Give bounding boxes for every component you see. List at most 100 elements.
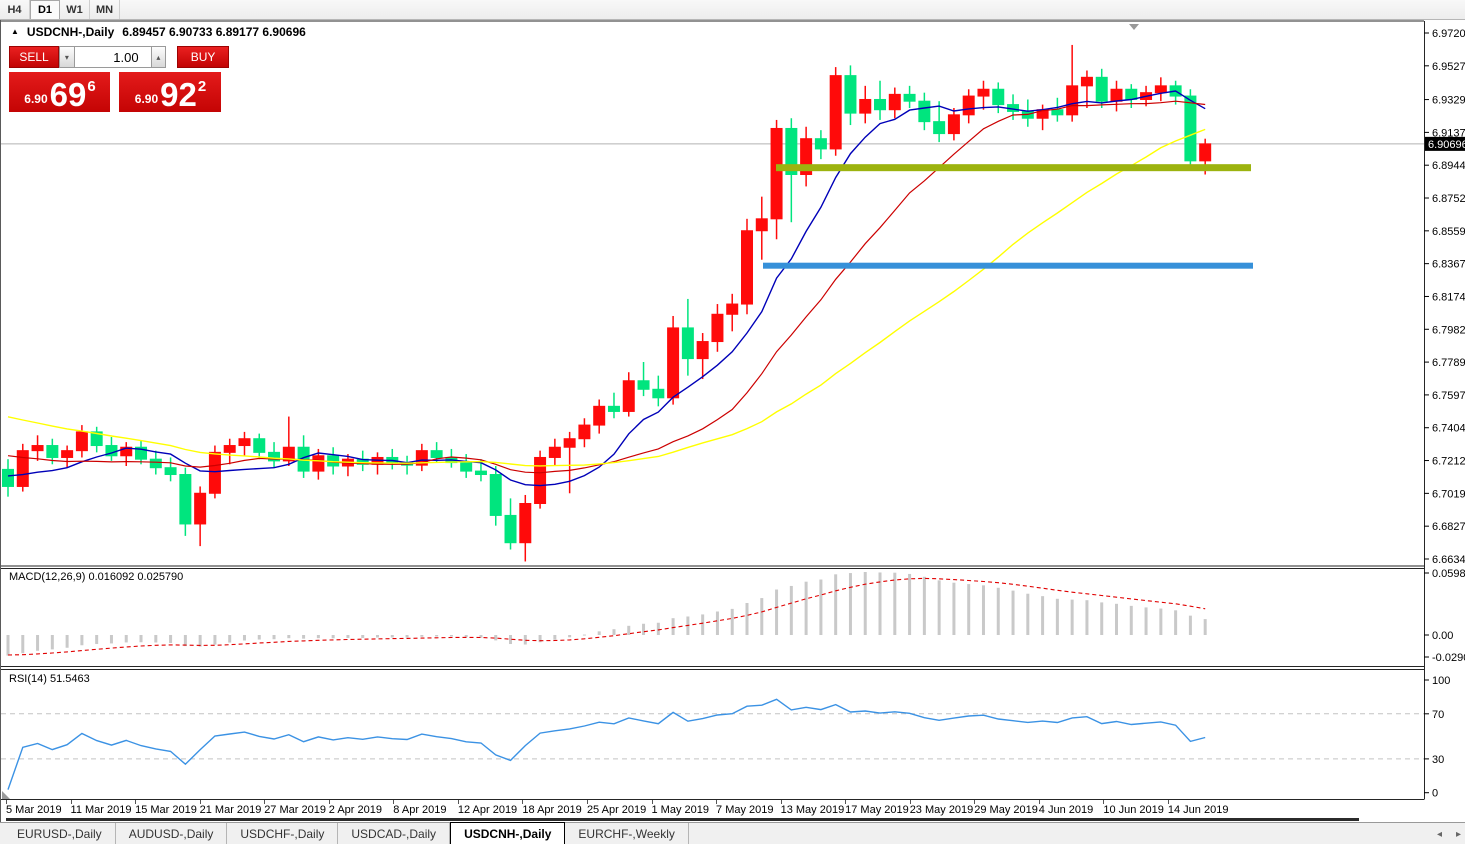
timeframe-d1[interactable]: D1 [30,0,60,19]
macd-histogram-bar [553,635,557,640]
macd-histogram-bar [730,608,734,635]
candle-body [474,470,487,476]
candle-body [962,95,975,116]
macd-histogram-bar [361,635,365,638]
candle-body [844,75,857,114]
candle-body [726,303,739,315]
candle-body [696,341,709,360]
macd-histogram-bar [154,635,158,643]
macd-histogram-bar [863,572,867,635]
timeframe-mn[interactable]: MN [90,0,120,19]
macd-histogram-bar [656,622,660,635]
macd-histogram-bar [331,635,335,639]
buy-price-display[interactable]: 6.90 92 2 [119,72,221,112]
macd-histogram-bar [627,625,631,635]
candle-body [563,438,576,448]
sell-button[interactable]: SELL [9,46,60,68]
volume-increase-button[interactable]: ▴ [150,46,167,68]
buy-price-sup: 2 [197,78,207,95]
macd-histogram-bar [80,635,84,646]
chart-shift-marker-icon [1129,24,1139,30]
price-axis-label: 6.83670 [1432,259,1465,271]
macd-histogram-bar [346,635,350,638]
candle-body [1095,76,1108,102]
candle-body [282,446,295,462]
candle-body [755,218,768,232]
macd-histogram-bar [745,602,749,635]
candle-body [903,93,916,102]
date-label: 2 Apr 2019 [328,804,382,816]
macd-histogram-bar [1159,608,1163,635]
candle-body [519,502,532,544]
macd-histogram-bar [1070,599,1074,635]
rsi-axis-label: 70 [1432,709,1444,721]
candle-body [1125,88,1138,100]
buy-button[interactable]: BUY [177,46,230,68]
macd-histogram-bar [952,582,956,635]
macd-signal-line [7,577,1206,656]
candle-body [1110,88,1123,102]
macd-histogram-bar [449,635,453,637]
horizontal-scrollbar[interactable] [6,818,1359,821]
tab-scroll-left-button[interactable]: ◂ [1436,828,1442,840]
tab-usdchf-daily[interactable]: USDCHF-,Daily [227,823,339,844]
date-tick [1167,800,1169,804]
price-axis-label: 6.79820 [1432,324,1465,336]
sell-price-display[interactable]: 6.90 69 6 [9,72,110,112]
tab-usdcad-daily[interactable]: USDCAD-,Daily [338,823,451,844]
date-tick [586,800,588,804]
candle-body [992,88,1005,106]
macd-histogram-bar [1203,619,1207,635]
macd-histogram-bar [775,589,779,635]
rsi-indicator: RSI(14) 51.5463 100 70 30 0 [1,673,1450,800]
price-axis-label: 6.77895 [1432,357,1465,369]
collapse-panel-icon[interactable]: ▲ [11,26,19,36]
macd-histogram-bar [509,635,513,645]
tab-eurusd-daily[interactable]: EURUSD-,Daily [4,823,116,844]
macd-histogram-bar [272,635,276,640]
tab-eurchf-weekly[interactable]: EURCHF-,Weekly [565,823,689,844]
candle-body [90,431,103,447]
timeframe-h4[interactable]: H4 [0,0,30,19]
macd-histogram-bar [597,631,601,635]
price-axis-label: 6.81745 [1432,291,1465,303]
macd-histogram-bar [642,623,646,635]
macd-histogram-bar [834,574,838,635]
price-axis-label: 6.87520 [1432,193,1465,205]
chart-canvas[interactable]: 6.97200 6.95275 6.93295 6.91370 6.89445 6.875… [1,20,1465,800]
tab-audusd-daily[interactable]: AUDUSD-,Daily [116,823,228,844]
blue-support-line [763,262,1253,269]
macd-histogram-bar [701,614,705,635]
chart-window: 6.97200 6.95275 6.93295 6.91370 6.89445 6.875… [0,20,1465,800]
rsi-axis-label: 30 [1432,754,1444,766]
volume-decrease-button[interactable]: ▾ [59,46,75,68]
olive-support-line [776,164,1251,172]
date-tick [393,800,395,804]
tab-scroll-arrows: ◂ ▸ [1437,823,1461,844]
sell-price-big: 69 [49,75,87,113]
current-price-value: 6.90696 [1428,139,1465,151]
macd-histogram-bar [242,635,246,641]
tab-scroll-right-button[interactable]: ▸ [1455,828,1461,840]
macd-histogram-bar [1115,603,1118,635]
candle-body [312,455,325,472]
tab-usdcnh-daily[interactable]: USDCNH-,Daily [450,822,566,844]
date-tick [199,800,201,804]
date-axis[interactable]: 5 Mar 2019 11 Mar 2019 15 Mar 2019 21 Mar 2… [0,800,1465,822]
macd-histogram-bar [671,618,675,635]
price-axis[interactable]: 6.97200 6.95275 6.93295 6.91370 6.89445 6.875… [1424,28,1465,566]
volume-input[interactable] [74,46,151,68]
macd-axis-label: 0.00 [1432,630,1453,642]
macd-histogram-bar [893,572,897,635]
macd-histogram-bar [390,635,394,638]
macd-histogram-bar [908,573,912,635]
candle-body [829,75,842,150]
timeframe-w1[interactable]: W1 [60,0,90,19]
rsi-axis-label: 100 [1432,675,1450,687]
macd-histogram-bar [1174,610,1178,635]
macd-histogram-bar [420,635,424,637]
date-label: 8 Apr 2019 [393,804,447,816]
macd-histogram-bar [376,635,379,638]
price-axis-label: 6.91370 [1432,127,1465,139]
